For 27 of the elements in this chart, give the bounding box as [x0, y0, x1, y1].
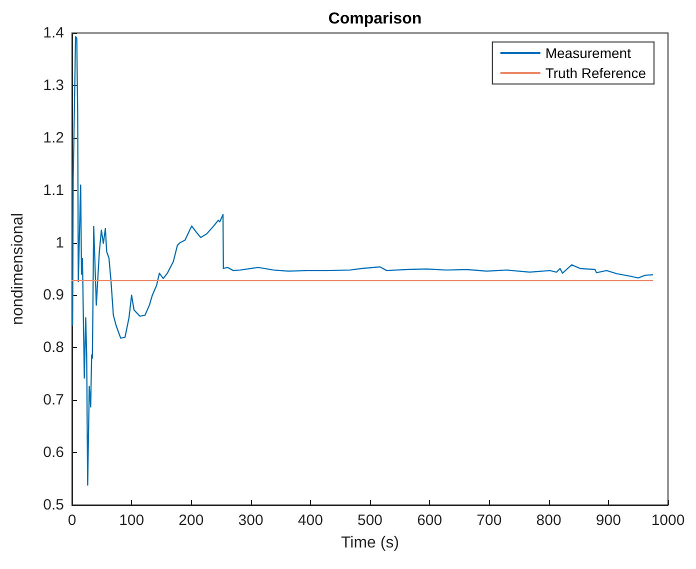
x-tick-label: 0 — [68, 512, 76, 529]
y-tick-label: 0.5 — [43, 496, 64, 514]
y-tick-label: 1.1 — [43, 182, 64, 199]
line-series — [72, 36, 654, 486]
x-tick-label: 100 — [119, 512, 144, 529]
y-tick-label: 0.9 — [43, 286, 64, 304]
y-tick-label: 1.4 — [43, 24, 64, 42]
x-tick-label: 500 — [357, 512, 383, 529]
x-tick-label: 1000 — [651, 512, 685, 529]
y-tick-label: 0.8 — [43, 339, 64, 356]
x-tick-label: 300 — [238, 512, 264, 529]
y-tick-label: 1 — [56, 234, 64, 252]
x-tick-label: 200 — [178, 512, 204, 529]
x-tick-label: 700 — [476, 512, 502, 529]
y-tick-label: 0.6 — [43, 444, 64, 462]
x-tick-label: 400 — [298, 512, 323, 529]
y-tick-label: 1.3 — [43, 76, 64, 94]
x-tick-label: 800 — [536, 512, 562, 529]
legend-label: Truth Reference — [545, 65, 646, 81]
x-tick-label: 600 — [417, 512, 442, 529]
x-tick-label: 900 — [596, 512, 621, 529]
y-tick-label: 1.2 — [43, 129, 64, 146]
chart-title: Comparison — [328, 10, 422, 28]
y-tick-label: 0.7 — [43, 392, 64, 409]
legend-label: Measurement — [545, 45, 632, 61]
y-axis-title: nondimensional — [10, 212, 26, 326]
x-axis-title: Time (s) — [340, 534, 400, 552]
